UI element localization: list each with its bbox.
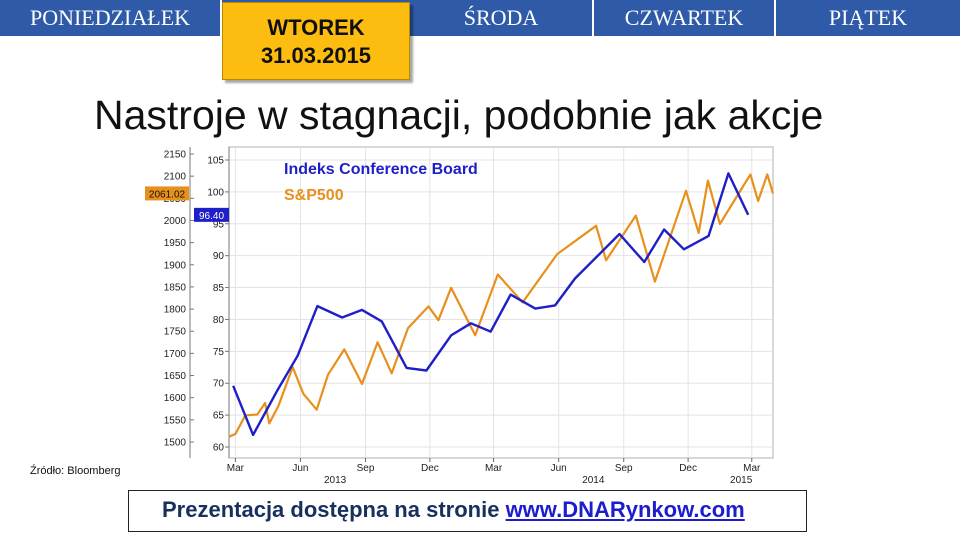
y-left-tick-label: 2100 xyxy=(164,172,187,183)
active-day-name: WTOREK xyxy=(267,15,365,40)
y-right-tick-label: 75 xyxy=(213,347,225,358)
y-right-tick-label: 65 xyxy=(213,411,225,422)
x-tick-label: Jun xyxy=(292,463,308,474)
x-tick-label: Dec xyxy=(679,463,697,474)
y-right-tick-label: 90 xyxy=(213,251,225,262)
sp500-last-value-label: 2061.02 xyxy=(149,189,186,200)
sp500-last-value-tag xyxy=(145,186,189,201)
day-tab-monday[interactable]: PONIEDZIAŁEK xyxy=(29,5,191,30)
y-left-tick-label: 1500 xyxy=(164,438,187,449)
y-right-tick-label: 100 xyxy=(207,187,224,198)
slide-headline: Nastroje w stagnacji, podobnie jak akcje xyxy=(94,92,824,138)
x-tick-label: Sep xyxy=(615,463,633,474)
source-note: Źródło: Bloomberg xyxy=(30,465,121,477)
y-right-tick-label: 85 xyxy=(213,283,225,294)
x-tick-label: Dec xyxy=(421,463,439,474)
day-tab-tuesday-active[interactable]: WTOREK 31.03.2015 xyxy=(222,2,410,80)
y-right-tick-label: 60 xyxy=(213,443,225,454)
y-right-tick-label: 80 xyxy=(213,315,225,326)
y-left-tick-label: 1950 xyxy=(164,238,187,249)
legend-conference-board: Indeks Conference Board xyxy=(284,161,478,178)
day-tab-divider xyxy=(592,0,594,36)
x-tick-label: Mar xyxy=(227,463,245,474)
conference-board-line xyxy=(232,172,750,437)
y-left-tick-label: 2000 xyxy=(164,216,187,227)
y-left-tick-label: 1700 xyxy=(164,349,187,360)
y-right-tick-label: 70 xyxy=(213,379,225,390)
day-tab-friday[interactable]: PIĄTEK xyxy=(828,5,908,30)
active-day-date: 31.03.2015 xyxy=(260,43,372,68)
day-tab-divider xyxy=(774,0,776,36)
y-right-tick-label: 95 xyxy=(213,219,225,230)
y-left-tick-label: 1800 xyxy=(164,305,187,316)
y-left-tick-label: 1550 xyxy=(164,415,187,426)
x-tick-label: Sep xyxy=(357,463,375,474)
day-tab-wednesday[interactable]: ŚRODA xyxy=(463,5,539,30)
footer-box xyxy=(128,490,807,532)
y-right-tick-label: 105 xyxy=(207,156,224,167)
footer-label: Prezentacja dostępna na stronie xyxy=(162,497,500,522)
y-left-tick-label: 1900 xyxy=(164,260,187,271)
footer-link[interactable]: www.DNARynkow.com xyxy=(505,497,745,522)
y-left-tick-label: 1650 xyxy=(164,371,187,382)
x-year-label: 2015 xyxy=(730,475,753,486)
y-left-tick-label: 2150 xyxy=(164,150,187,161)
x-tick-label: Mar xyxy=(485,463,503,474)
sp500-line xyxy=(228,173,775,438)
y-left-tick-label: 1750 xyxy=(164,327,187,338)
day-tab-thursday[interactable]: CZWARTEK xyxy=(624,5,744,30)
day-tabs-bar xyxy=(0,0,960,36)
y-left-tick-label: 1600 xyxy=(164,393,187,404)
x-year-label: 2014 xyxy=(582,475,605,486)
x-year-label: 2013 xyxy=(324,475,347,486)
day-tab-divider xyxy=(220,0,222,36)
conference-board-last-value-tag xyxy=(194,207,229,222)
x-tick-label: Jun xyxy=(551,463,567,474)
legend-sp500: S&P500 xyxy=(284,187,344,204)
conference-board-last-value-label: 96.40 xyxy=(199,211,224,222)
x-tick-label: Mar xyxy=(743,463,761,474)
footer-text: Prezentacja dostępna na stronie www.DNAR… xyxy=(162,497,745,523)
y-left-tick-label: 1850 xyxy=(164,282,187,293)
